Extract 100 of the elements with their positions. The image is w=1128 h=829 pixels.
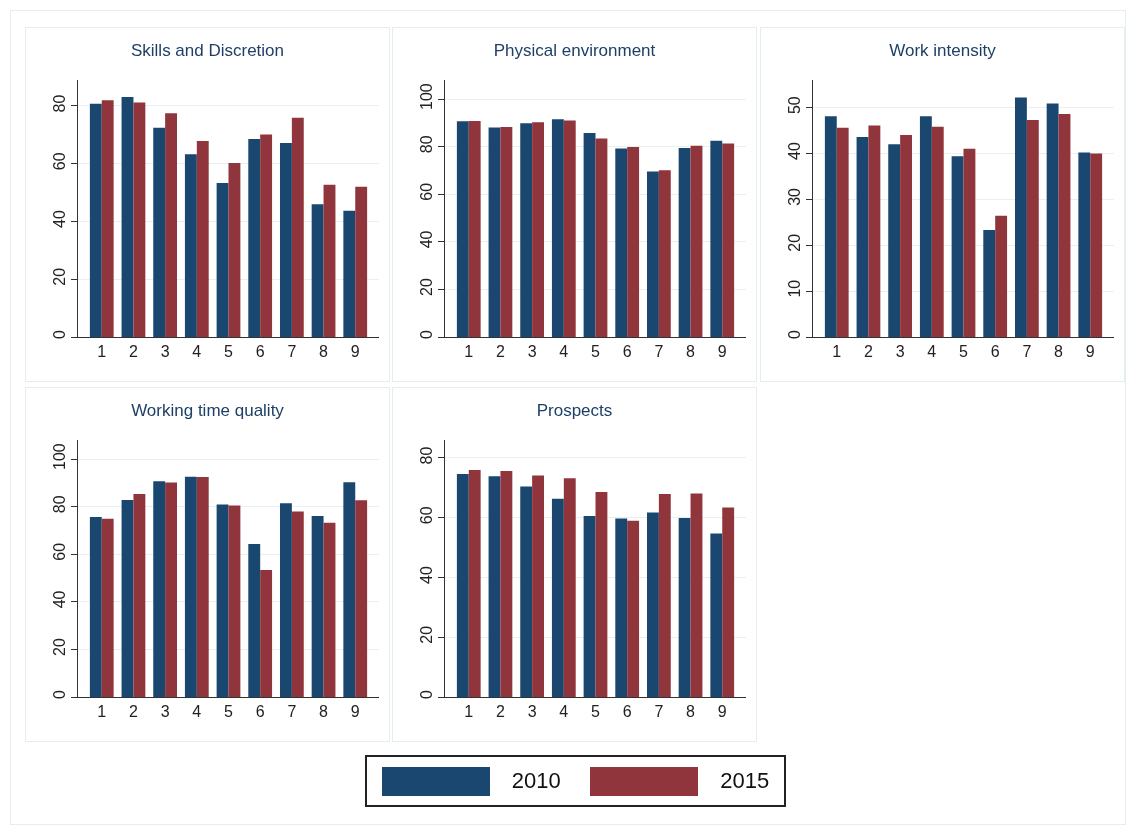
x-tick-label: 7 — [287, 343, 297, 361]
bar — [343, 210, 356, 337]
bar — [1026, 119, 1039, 337]
y-tick-label: 80 — [50, 94, 68, 113]
y-tick-label: 40 — [785, 142, 803, 160]
y-tick-label: 40 — [50, 210, 68, 228]
x-tick-label: 1 — [97, 343, 107, 361]
x-tick-label: 3 — [160, 343, 170, 361]
bar — [216, 504, 229, 697]
bar — [690, 145, 703, 337]
y-tick-label: 80 — [417, 135, 435, 154]
bar — [355, 186, 368, 337]
x-tick-label: 2 — [129, 703, 138, 721]
y-tick-label: 40 — [417, 230, 435, 249]
bar — [1014, 97, 1027, 337]
chart-title: Physical environment — [493, 40, 656, 60]
x-tick-label: 5 — [224, 703, 234, 721]
x-tick-label: 8 — [686, 343, 696, 361]
bar — [468, 120, 481, 337]
bar — [500, 471, 513, 697]
bar — [824, 116, 837, 337]
x-tick-label: 7 — [287, 703, 297, 721]
bar — [868, 125, 881, 337]
bar — [184, 154, 197, 337]
bar — [520, 486, 533, 697]
x-tick-label: 6 — [622, 343, 632, 361]
x-tick-label: 6 — [255, 343, 265, 361]
bar — [856, 136, 869, 337]
bar — [658, 170, 671, 337]
bar — [228, 162, 241, 337]
bar — [260, 134, 273, 337]
legend-label: 2015 — [720, 768, 770, 794]
x-tick-label: 1 — [464, 343, 474, 361]
chart-title: Working time quality — [131, 400, 285, 420]
y-tick-label: 0 — [417, 330, 435, 340]
bar — [184, 476, 197, 697]
y-tick-label: 0 — [50, 330, 68, 340]
y-tick-label: 60 — [417, 182, 435, 201]
bar — [627, 147, 640, 337]
bar — [551, 119, 564, 337]
y-tick-label: 0 — [50, 690, 68, 700]
x-tick-label: 3 — [527, 703, 537, 721]
x-tick-label: 5 — [591, 343, 601, 361]
bar — [133, 494, 146, 697]
x-tick-label: 9 — [717, 703, 727, 721]
bar — [488, 127, 501, 337]
y-tick-label: 40 — [50, 590, 68, 609]
bar — [563, 478, 576, 697]
bar — [563, 120, 576, 337]
bar — [279, 503, 292, 697]
bar — [165, 113, 178, 337]
bar — [279, 142, 292, 337]
bar — [646, 512, 659, 697]
x-tick-label: 4 — [559, 343, 569, 361]
bar — [311, 515, 324, 697]
bar — [1078, 152, 1091, 337]
x-tick-label: 2 — [496, 343, 505, 361]
bar — [228, 505, 241, 697]
bar — [196, 140, 209, 337]
y-tick-label: 20 — [50, 267, 68, 286]
x-tick-label: 1 — [464, 703, 474, 721]
x-tick-label: 9 — [350, 343, 360, 361]
y-tick-label: 0 — [785, 330, 803, 340]
legend-label: 2010 — [511, 768, 561, 794]
bar — [248, 138, 261, 337]
bar — [520, 123, 533, 337]
x-tick-label: 3 — [527, 343, 537, 361]
y-tick-label: 20 — [417, 278, 435, 296]
bar — [216, 183, 229, 337]
bar — [678, 148, 691, 337]
bar — [89, 103, 102, 337]
bar — [615, 518, 628, 697]
bar — [165, 482, 178, 697]
x-tick-label: 1 — [832, 343, 842, 361]
bar — [995, 215, 1008, 337]
bar — [121, 499, 134, 697]
bar — [710, 140, 723, 337]
bar — [583, 515, 596, 697]
bar — [627, 520, 640, 697]
bar — [1090, 153, 1103, 337]
y-tick-label: 60 — [50, 152, 68, 171]
bar — [101, 100, 114, 337]
bar — [291, 117, 304, 337]
bar — [260, 569, 273, 697]
bar — [710, 533, 723, 697]
x-tick-label: 2 — [864, 343, 873, 361]
y-tick-label: 40 — [417, 566, 435, 584]
bar — [456, 474, 469, 697]
bar — [551, 498, 564, 697]
bar — [532, 122, 545, 337]
x-tick-label: 9 — [350, 703, 360, 721]
chart-title: Skills and Discretion — [130, 40, 285, 60]
bar — [323, 184, 336, 337]
x-tick-label: 8 — [319, 703, 329, 721]
bar — [888, 144, 901, 337]
x-tick-label: 5 — [959, 343, 969, 361]
bar — [1058, 113, 1071, 337]
bar — [690, 493, 703, 697]
x-tick-label: 4 — [192, 343, 202, 361]
bar — [963, 148, 976, 337]
